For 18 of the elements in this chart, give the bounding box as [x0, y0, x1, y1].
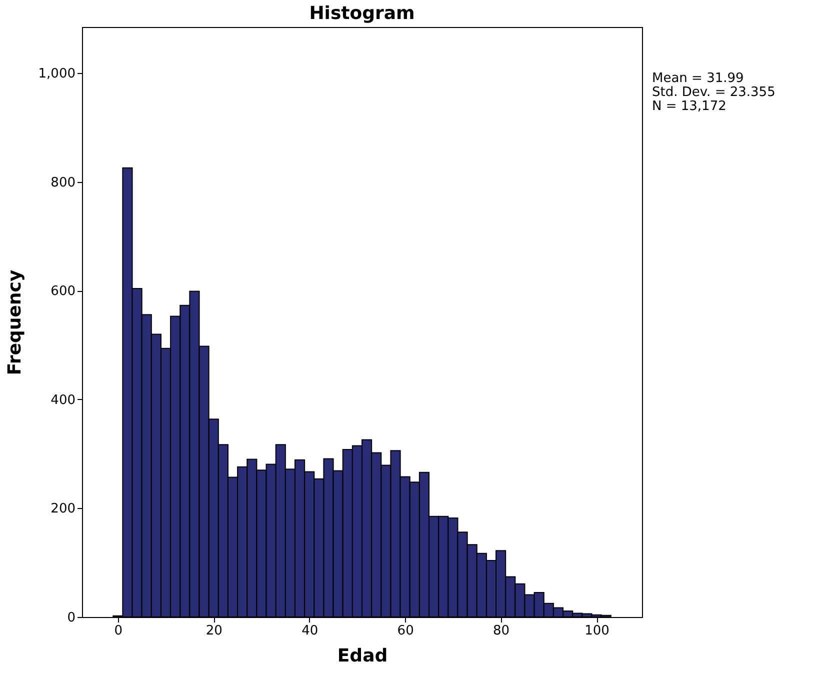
text: Mean = 31.99	[652, 71, 744, 86]
y-tick-label: 800	[50, 175, 76, 190]
y-tick-label: 200	[50, 502, 76, 517]
x-tick-label: 40	[302, 624, 318, 638]
y-tick-label: 1,000	[38, 66, 76, 82]
y-axis-title: Frequency	[4, 270, 26, 376]
x-tick-label: 80	[493, 624, 510, 638]
text: N = 13,172	[652, 99, 726, 114]
y-tick-label: 0	[67, 610, 76, 626]
x-axis-title: Edad	[337, 646, 388, 666]
chart-title: Histogram	[309, 3, 415, 24]
x-tick-label: 0	[114, 624, 123, 638]
y-tick-label: 400	[50, 392, 76, 408]
x-tick-label: 100	[584, 624, 610, 638]
x-tick-label: 20	[206, 624, 222, 638]
x-tick-label: 60	[397, 624, 414, 638]
y-tick-label: 600	[50, 284, 76, 300]
text: Std. Dev. = 23.355	[652, 85, 776, 100]
